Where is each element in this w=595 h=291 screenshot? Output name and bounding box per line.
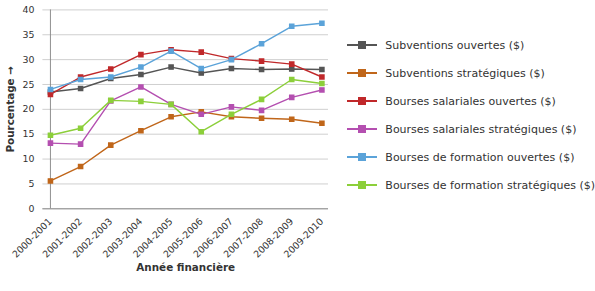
svg-text:35: 35 <box>22 29 34 40</box>
svg-text:2005-2006: 2005-2006 <box>160 215 205 260</box>
svg-text:25: 25 <box>22 78 34 89</box>
svg-text:2003-2004: 2003-2004 <box>100 215 145 260</box>
svg-text:2007-2008: 2007-2008 <box>221 215 266 260</box>
svg-text:10: 10 <box>22 153 34 164</box>
html-text:Bourses salariales stratégique: Bourses salariales stratégiques ($) <box>385 122 577 136</box>
svg-text:30: 30 <box>22 54 34 65</box>
html-text:Subventions ouvertes ($): Subventions ouvertes ($) <box>385 38 525 52</box>
svg-text:15: 15 <box>22 128 34 139</box>
svg-text:5: 5 <box>28 178 34 189</box>
html-text:Subventions stratégiques ($): Subventions stratégiques ($) <box>385 66 545 80</box>
svg-text:2002-2003: 2002-2003 <box>70 215 115 260</box>
svg-text:2006-2007: 2006-2007 <box>190 215 235 260</box>
html-text:Bourses de formation ouvertes: Bourses de formation ouvertes ($) <box>385 150 575 164</box>
svg-text:2008-2009: 2008-2009 <box>251 215 296 260</box>
svg-text:Pourcentage →: Pourcentage → <box>4 66 16 153</box>
svg-text:20: 20 <box>22 103 34 114</box>
html-text:Bourses de formation stratégiq: Bourses de formation stratégiques ($) <box>385 178 595 192</box>
svg-text:2004-2005: 2004-2005 <box>130 215 175 260</box>
html-text:Bourses salariales ouvertes ($: Bourses salariales ouvertes ($) <box>385 94 556 108</box>
svg-text:40: 40 <box>22 4 34 15</box>
svg-text:0: 0 <box>28 203 34 214</box>
svg-text:2009-2010: 2009-2010 <box>281 216 325 260</box>
svg-text:Année financière: Année financière <box>136 261 235 273</box>
svg-text:2001-2002: 2001-2002 <box>40 215 85 260</box>
svg-text:2000-2001: 2000-2001 <box>9 215 54 260</box>
